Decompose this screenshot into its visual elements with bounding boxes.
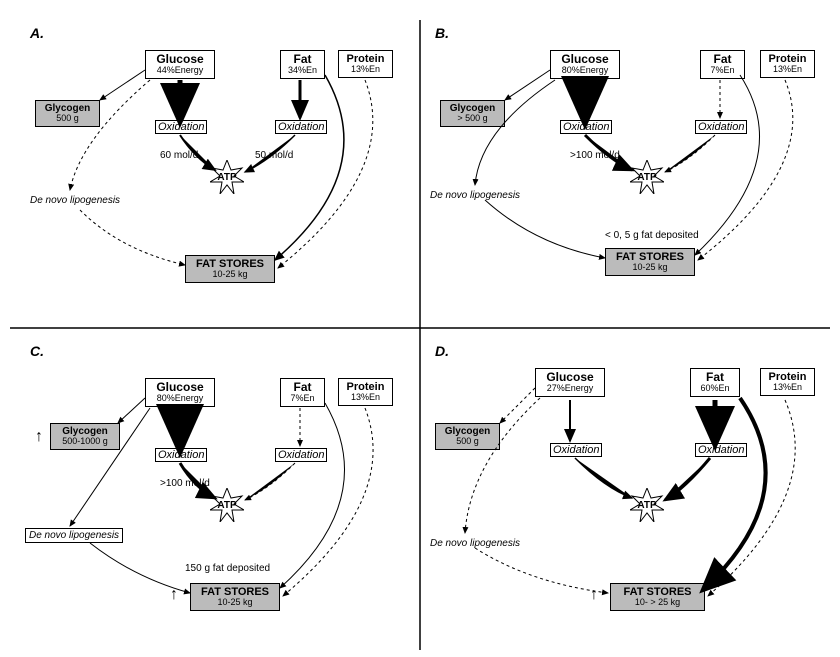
c-rate-glucose: >100 mol/d xyxy=(160,478,210,489)
a-rate-glucose: 60 mol/d xyxy=(160,150,198,161)
c-oxidation-glucose: Oxidation xyxy=(155,448,207,462)
c-glycogen: Glycogen 500-1000 g xyxy=(50,423,120,450)
d-fatstores-up-icon: ↑ xyxy=(590,586,598,604)
d-glycogen: Glycogen 500 g xyxy=(435,423,500,450)
c-atp: ATP xyxy=(210,488,244,522)
d-glucose: Glucose 27%Energy xyxy=(535,368,605,397)
a-protein: Protein 13%En xyxy=(338,50,393,78)
c-fatstores-up-icon: ↑ xyxy=(170,586,178,604)
d-atp: ATP xyxy=(630,488,664,522)
b-glycogen: Glycogen > 500 g xyxy=(440,100,505,127)
b-oxidation-fat: Oxidation xyxy=(695,120,747,134)
a-oxidation-fat: Oxidation xyxy=(275,120,327,134)
c-glucose: Glucose 80%Energy xyxy=(145,378,215,407)
a-atp: ATP xyxy=(210,160,244,194)
b-protein: Protein 13%En xyxy=(760,50,815,78)
b-fatstores: FAT STORES 10-25 kg xyxy=(605,248,695,276)
c-protein: Protein 13%En xyxy=(338,378,393,406)
a-glycogen: Glycogen 500 g xyxy=(35,100,100,127)
a-rate-fat: 50 mol/d xyxy=(255,150,293,161)
d-oxidation-glucose: Oxidation xyxy=(550,443,602,457)
d-fatstores: FAT STORES 10- > 25 kg xyxy=(610,583,705,611)
panel-a: A. Glucose 44%Energy Fat 34%En Protein 1… xyxy=(0,0,420,328)
b-glucose: Glucose 80%Energy xyxy=(550,50,620,79)
c-fat: Fat 7%En xyxy=(280,378,325,407)
c-dnl: De novo lipogenesis xyxy=(25,528,123,543)
b-rate-glucose: >100 mol/d xyxy=(570,150,620,161)
a-fat: Fat 34%En xyxy=(280,50,325,79)
b-dnl: De novo lipogenesis xyxy=(430,190,520,201)
b-oxidation-glucose: Oxidation xyxy=(560,120,612,134)
panel-b-label: B. xyxy=(435,25,449,41)
panel-c-label: C. xyxy=(30,343,44,359)
b-fat: Fat 7%En xyxy=(700,50,745,79)
b-atp: ATP xyxy=(630,160,664,194)
panel-a-label: A. xyxy=(30,25,44,41)
panel-d: D. Glucose 27%Energy Fat 60%En Protein 1… xyxy=(420,328,840,656)
c-deposit-note: 150 g fat deposited xyxy=(185,563,270,574)
a-dnl: De novo lipogenesis xyxy=(30,195,120,206)
a-oxidation-glucose: Oxidation xyxy=(155,120,207,134)
b-deposit-note: < 0, 5 g fat deposited xyxy=(605,230,699,241)
panel-b: B. Glucose 80%Energy Fat 7%En Protein 13… xyxy=(420,0,840,328)
c-oxidation-fat: Oxidation xyxy=(275,448,327,462)
d-protein: Protein 13%En xyxy=(760,368,815,396)
d-oxidation-fat: Oxidation xyxy=(695,443,747,457)
c-glycogen-up-icon: ↑ xyxy=(35,428,43,446)
d-fat: Fat 60%En xyxy=(690,368,740,397)
a-glucose: Glucose 44%Energy xyxy=(145,50,215,79)
a-fatstores: FAT STORES 10-25 kg xyxy=(185,255,275,283)
c-fatstores: FAT STORES 10-25 kg xyxy=(190,583,280,611)
panel-c: C. Glucose 80%Energy Fat 7%En Protein 13… xyxy=(0,328,420,656)
panel-d-label: D. xyxy=(435,343,449,359)
d-dnl: De novo lipogenesis xyxy=(430,538,520,549)
